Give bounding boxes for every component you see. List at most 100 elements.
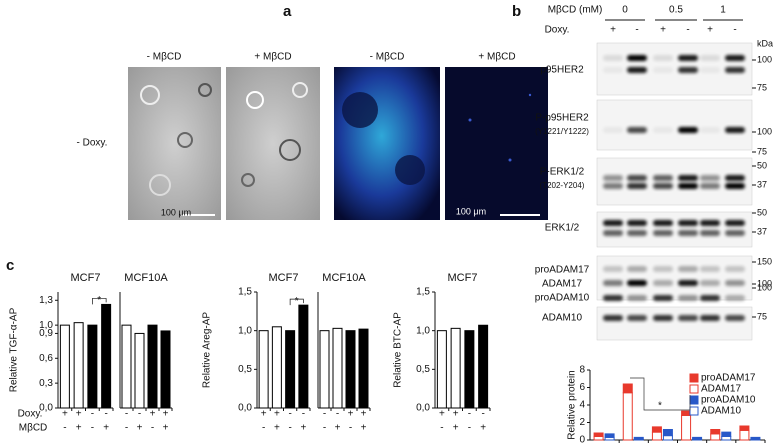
panel-label: a <box>283 3 292 20</box>
marker-label: 50 <box>757 160 767 170</box>
chart-title: MCF10A <box>124 272 168 284</box>
band <box>653 295 673 301</box>
column-label: - MβCD <box>370 52 405 63</box>
y-tick-label: 2 <box>579 417 585 428</box>
significance-bracket <box>92 298 107 305</box>
chart-title: MCF7 <box>269 272 299 284</box>
y-tick-label: 0,0 <box>416 403 430 414</box>
marker-label: 150 <box>757 256 772 266</box>
bar-segment <box>604 433 615 438</box>
band <box>653 315 673 321</box>
mbcd-sign: - <box>288 423 291 434</box>
bar-segment <box>710 429 721 435</box>
mbcd-sign: + <box>76 423 82 434</box>
blot <box>596 306 753 341</box>
panel-label: c <box>6 257 14 274</box>
doxy-sign: + <box>348 409 354 420</box>
band <box>603 295 623 301</box>
band <box>627 220 647 226</box>
y-axis-label: Relative BTC-AP <box>393 312 404 388</box>
band <box>678 266 698 272</box>
marker-label: 37 <box>757 226 767 236</box>
band <box>678 280 698 286</box>
band <box>653 230 673 236</box>
mbcd-sign: + <box>361 423 367 434</box>
band <box>725 295 745 301</box>
marker-label: 75 <box>757 146 767 156</box>
bar <box>478 324 489 409</box>
band <box>725 266 745 272</box>
doxy-sign: + <box>707 25 713 36</box>
doxy-sign: + <box>163 409 169 420</box>
band <box>678 230 698 236</box>
mbcd-sign: - <box>151 423 154 434</box>
doxy-sign: + <box>660 25 666 36</box>
bar <box>271 326 282 409</box>
band <box>700 183 720 189</box>
mbcd-sign: - <box>323 423 326 434</box>
band <box>700 67 720 73</box>
blot-label: ADAM10 <box>542 313 582 324</box>
band <box>603 175 623 181</box>
doxy-sign: - <box>323 409 326 420</box>
mbcd-sign: - <box>262 423 265 434</box>
band <box>653 127 673 133</box>
band <box>725 280 745 286</box>
band <box>678 220 698 226</box>
bar <box>134 332 145 409</box>
scale-bar-label: 100 μm <box>456 206 486 216</box>
legend-swatch <box>689 384 699 394</box>
band <box>653 175 673 181</box>
band <box>678 67 698 73</box>
bar <box>285 330 296 409</box>
blot <box>596 99 753 151</box>
significance-bracket <box>630 377 691 411</box>
bar-segment <box>681 415 692 441</box>
bar <box>464 330 475 409</box>
band <box>678 127 698 133</box>
bar <box>298 304 309 409</box>
band <box>700 230 720 236</box>
band <box>725 127 745 133</box>
band <box>700 266 720 272</box>
band <box>700 315 720 321</box>
y-tick-label: 1,0 <box>416 325 430 336</box>
band <box>653 183 673 189</box>
mbcd-sign: + <box>453 423 459 434</box>
blot-label: P-p95HER2 <box>535 113 589 124</box>
band <box>653 220 673 226</box>
doxy-sign: - <box>91 409 94 420</box>
micrograph <box>128 67 221 220</box>
bar-segment <box>651 426 662 433</box>
y-tick-label: 6 <box>579 382 585 393</box>
mbcd-sign: - <box>125 423 128 434</box>
bar-segment <box>739 425 750 431</box>
marker-label: 50 <box>757 207 767 217</box>
legend-label: ADAM17 <box>701 384 741 395</box>
mbcd-sign: - <box>468 423 471 434</box>
bar <box>450 327 461 409</box>
band <box>603 67 623 73</box>
doxy-sign: - <box>288 409 291 420</box>
blot-label: proADAM17 <box>535 265 590 276</box>
bar-segment <box>739 429 750 441</box>
column-label: + MβCD <box>478 52 515 63</box>
bar-segment <box>633 436 644 440</box>
mbcd-sign: + <box>480 423 486 434</box>
band <box>653 55 673 61</box>
band <box>725 55 745 61</box>
legend-swatch <box>689 406 699 416</box>
band <box>603 220 623 226</box>
band <box>700 127 720 133</box>
y-tick-label: 1,3 <box>39 295 53 306</box>
row-label: - Doxy. <box>77 138 108 149</box>
dose: 0.5 <box>669 5 683 16</box>
doxy-sign: + <box>274 409 280 420</box>
band <box>627 230 647 236</box>
doxy-sign: - <box>125 409 128 420</box>
bar-segment <box>593 436 604 441</box>
bar <box>258 330 269 409</box>
doxy-sign: + <box>453 409 459 420</box>
y-tick-label: 1,0 <box>39 320 53 331</box>
band <box>678 295 698 301</box>
